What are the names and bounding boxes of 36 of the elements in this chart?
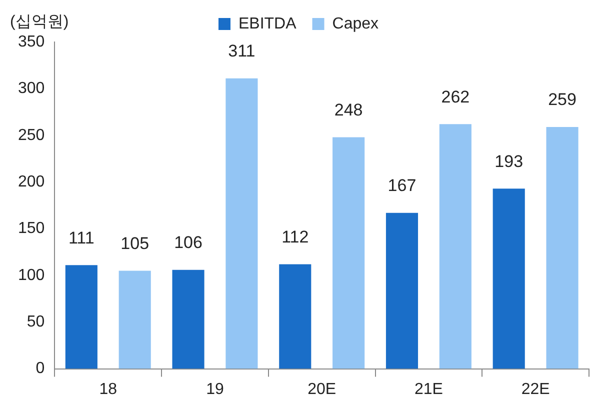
bar — [226, 78, 258, 369]
data-label: 248 — [334, 100, 363, 120]
y-tick-label: 300 — [18, 80, 45, 98]
data-label: 106 — [174, 233, 202, 252]
y-tick-label: 350 — [18, 33, 45, 50]
data-label: 111 — [68, 228, 94, 248]
data-label: 259 — [548, 90, 576, 110]
bar — [492, 188, 525, 369]
x-tick-label: 22E — [521, 380, 550, 398]
y-tick-label: 100 — [18, 266, 45, 284]
legend-label: Capex — [332, 15, 379, 32]
data-label: 105 — [120, 234, 150, 253]
y-tick-label: 200 — [18, 173, 45, 190]
legend-label: EBITDA — [238, 15, 297, 32]
y-tick-label: 50 — [26, 314, 45, 331]
bar — [332, 137, 365, 369]
y-tick-label: 250 — [18, 126, 45, 144]
bar — [65, 265, 98, 369]
bar — [386, 212, 418, 369]
x-tick-label: 21E — [414, 380, 443, 398]
y-tick-label: 150 — [18, 220, 45, 238]
x-tick-label: 19 — [206, 380, 224, 398]
bar — [439, 124, 472, 369]
bar — [172, 270, 204, 369]
x-tick-label: 18 — [99, 380, 118, 398]
data-label: 112 — [282, 227, 309, 246]
bar — [118, 270, 151, 369]
y-axis-title: (십억원) — [10, 13, 69, 30]
data-label: 193 — [494, 152, 524, 171]
bar — [546, 126, 578, 369]
bar — [279, 264, 312, 369]
data-label: 167 — [388, 176, 416, 196]
data-label: 311 — [228, 42, 256, 61]
y-tick-label: 0 — [36, 360, 45, 378]
data-label: 262 — [441, 87, 470, 106]
x-tick-label: 20E — [308, 380, 336, 398]
